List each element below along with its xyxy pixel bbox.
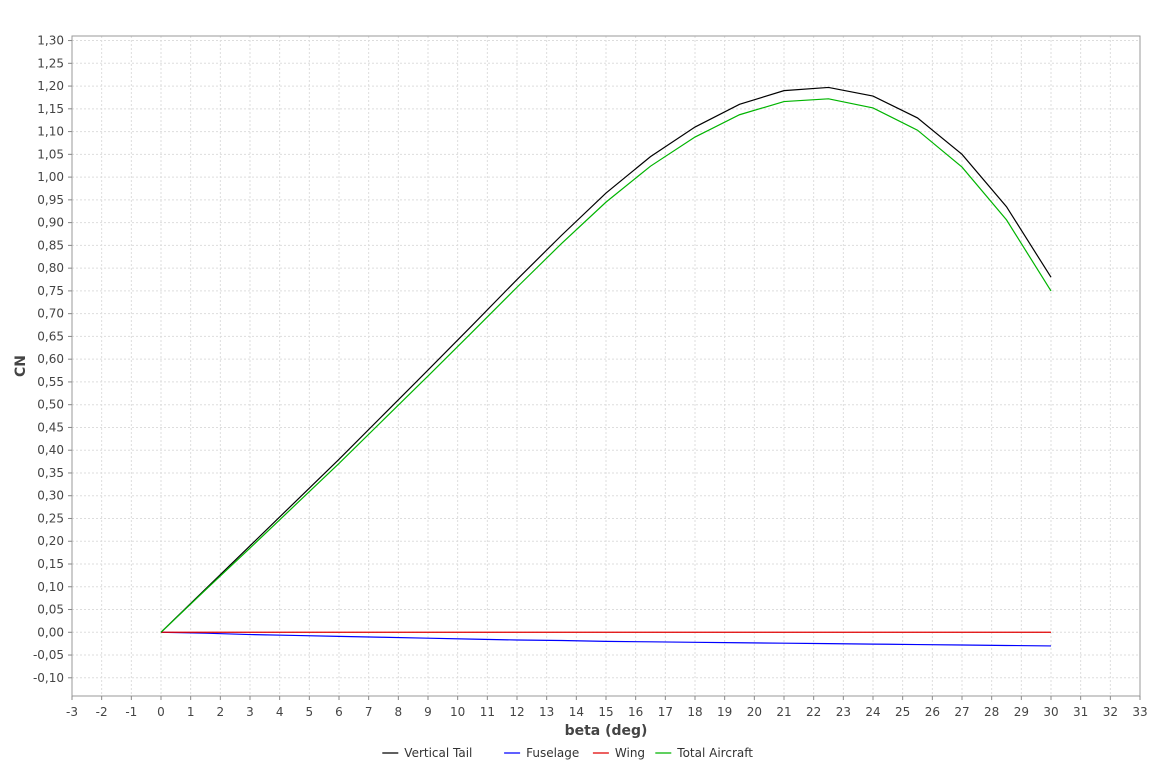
x-tick-label: 4 bbox=[276, 705, 284, 719]
series-group bbox=[160, 86, 1052, 647]
y-axis-ticks: -0,10 -0,05 0,00 0,05 0,10 0,15 0,20 0,25 0,30 0,… bbox=[33, 34, 72, 685]
x-tick-label: 2 bbox=[217, 705, 225, 719]
x-tick-label: 26 bbox=[925, 705, 940, 719]
x-axis-ticks: -3 -2 -1 0 1 2 3 4 5 6 7 8 9 10 11 12 13 14 15 16 17 18 19 20 21… bbox=[66, 696, 1148, 719]
x-tick-label: -3 bbox=[66, 705, 78, 719]
x-axis-label: beta (deg) bbox=[565, 723, 648, 739]
x-tick-label: 21 bbox=[776, 705, 791, 719]
x-tick-label: 15 bbox=[598, 705, 613, 719]
y-tick-label: 0,90 bbox=[37, 216, 64, 230]
y-tick-label: 0,40 bbox=[37, 443, 64, 457]
legend: Vertical Tail Fuselage Wing Total Aircraft bbox=[382, 746, 753, 760]
y-tick-label: 1,30 bbox=[37, 34, 64, 48]
y-tick-label: 0,65 bbox=[37, 329, 64, 343]
x-tick-label: 9 bbox=[424, 705, 432, 719]
x-tick-label: 19 bbox=[717, 705, 732, 719]
y-tick-label: 1,10 bbox=[37, 125, 64, 139]
x-tick-label: -1 bbox=[125, 705, 137, 719]
x-tick-label: 10 bbox=[450, 705, 465, 719]
x-tick-label: 11 bbox=[480, 705, 495, 719]
legend-item-vertical-tail: Vertical Tail bbox=[382, 746, 472, 760]
y-tick-label: 1,15 bbox=[37, 102, 64, 116]
x-tick-label: 16 bbox=[628, 705, 643, 719]
legend-item-wing: Wing bbox=[592, 746, 645, 760]
y-tick-label: 0,10 bbox=[37, 580, 64, 594]
x-tick-label: 33 bbox=[1132, 705, 1147, 719]
y-tick-label: 0,85 bbox=[37, 238, 64, 252]
x-tick-label: 12 bbox=[509, 705, 524, 719]
x-tick-label: 18 bbox=[687, 705, 702, 719]
y-tick-label: 0,05 bbox=[37, 603, 64, 617]
x-tick-label: 1 bbox=[187, 705, 195, 719]
x-tick-label: 7 bbox=[365, 705, 373, 719]
x-tick-label: 29 bbox=[1014, 705, 1029, 719]
y-tick-label: 0,75 bbox=[37, 284, 64, 298]
y-tick-label: -0,10 bbox=[33, 671, 64, 685]
y-tick-label: 0,55 bbox=[37, 375, 64, 389]
x-tick-label: 27 bbox=[954, 705, 969, 719]
grid bbox=[71, 36, 1141, 696]
x-tick-label: 8 bbox=[395, 705, 403, 719]
y-tick-label: 1,00 bbox=[37, 170, 64, 184]
y-tick-label: 1,25 bbox=[37, 56, 64, 70]
x-tick-label: 6 bbox=[335, 705, 343, 719]
x-tick-label: 17 bbox=[658, 705, 673, 719]
x-tick-label: 3 bbox=[246, 705, 254, 719]
x-tick-label: 31 bbox=[1073, 705, 1088, 719]
legend-label: Wing bbox=[615, 746, 645, 760]
y-tick-label: 0,30 bbox=[37, 489, 64, 503]
y-tick-label: 0,15 bbox=[37, 557, 64, 571]
legend-item-fuselage: Fuselage bbox=[504, 746, 579, 760]
y-tick-label: 0,45 bbox=[37, 420, 64, 434]
y-tick-label: 1,05 bbox=[37, 147, 64, 161]
x-tick-label: 23 bbox=[836, 705, 851, 719]
y-axis-label: CN bbox=[13, 355, 29, 377]
legend-label: Vertical Tail bbox=[404, 746, 472, 760]
x-tick-label: 0 bbox=[157, 705, 165, 719]
y-tick-label: 0,80 bbox=[37, 261, 64, 275]
y-tick-label: 0,20 bbox=[37, 534, 64, 548]
x-tick-label: 30 bbox=[1043, 705, 1058, 719]
y-tick-label: 0,50 bbox=[37, 398, 64, 412]
series-line-vertical-tail bbox=[160, 86, 1052, 633]
series-line-fuselage bbox=[160, 631, 1052, 647]
y-tick-label: 0,35 bbox=[37, 466, 64, 480]
y-tick-label: 0,70 bbox=[37, 307, 64, 321]
x-tick-label: 13 bbox=[539, 705, 554, 719]
x-tick-label: 24 bbox=[865, 705, 880, 719]
x-tick-label: 32 bbox=[1103, 705, 1118, 719]
x-tick-label: 22 bbox=[806, 705, 821, 719]
x-tick-label: 25 bbox=[895, 705, 910, 719]
y-tick-label: 0,60 bbox=[37, 352, 64, 366]
y-tick-label: 0,25 bbox=[37, 511, 64, 525]
y-tick-label: 0,00 bbox=[37, 625, 64, 639]
legend-label: Total Aircraft bbox=[676, 746, 753, 760]
y-tick-label: 1,20 bbox=[37, 79, 64, 93]
x-tick-label: -2 bbox=[96, 705, 108, 719]
x-tick-label: 20 bbox=[747, 705, 762, 719]
y-tick-label: 0,95 bbox=[37, 193, 64, 207]
x-tick-label: 5 bbox=[306, 705, 314, 719]
x-tick-label: 28 bbox=[984, 705, 999, 719]
x-tick-label: 14 bbox=[569, 705, 584, 719]
legend-label: Fuselage bbox=[526, 746, 579, 760]
legend-item-total-aircraft: Total Aircraft bbox=[655, 746, 753, 760]
series-line-total-aircraft bbox=[160, 98, 1052, 633]
y-tick-label: -0,05 bbox=[33, 648, 64, 662]
